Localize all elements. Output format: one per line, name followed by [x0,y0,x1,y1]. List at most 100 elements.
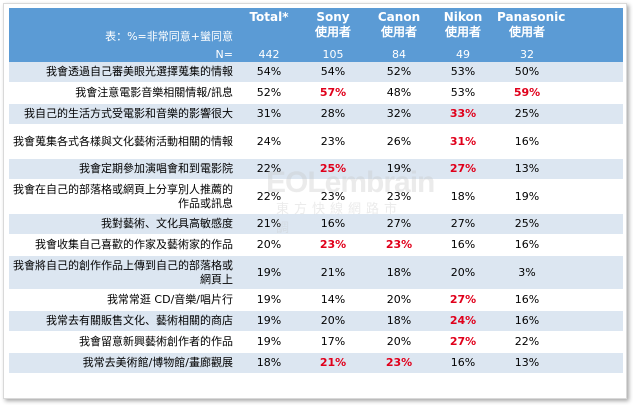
row-value: 16% [431,234,495,256]
table-row: 我會注意電影音樂相關情報/訊息 52% 57% 48% 53% 59% [9,82,623,104]
row-spacer [559,179,623,214]
sample-size-canon: 84 [367,44,431,62]
row-value: 13% [495,352,559,374]
row-value: 25% [299,158,367,180]
row-value: 27% [431,289,495,311]
row-value: 16% [299,213,367,235]
row-value: 16% [495,289,559,311]
row-value: 22% [239,158,299,180]
row-value: 19% [367,158,431,180]
row-value: 28% [299,103,367,125]
row-value: 17% [299,331,367,353]
row-value: 20% [367,289,431,311]
row-value: 14% [299,289,367,311]
row-value: 22% [495,331,559,353]
row-value: 19% [239,255,299,290]
row-label: 我會收集自己喜歡的作家及藝術家的作品 [9,234,239,256]
sample-size-total: 442 [239,44,299,62]
row-value: 16% [431,352,495,374]
row-value: 20% [239,234,299,256]
row-value: 53% [431,62,495,83]
row-label: 我自己的生活方式受電影和音樂的影響很大 [9,103,239,125]
table-frame: 表：%=非常同意+蠻同意 Total* Sony 使用者 Canon 使用者 Nik… [3,3,627,399]
row-spacer [559,158,623,180]
row-value: 13% [495,158,559,180]
row-spacer [559,331,623,353]
row-label: 我常去有關販售文化、藝術相關的商店 [9,310,239,332]
table-row: 我會將自己的創作作品上傳到自己的部落格或網頁上 19% 21% 18% 20% 3% [9,255,623,290]
row-value: 24% [431,310,495,332]
table-row: 我常去有關販售文化、藝術相關的商店 19% 20% 18% 24% 16% [9,310,623,332]
row-value: 23% [299,179,367,214]
row-spacer [559,82,623,104]
table-row: 我會留意新興藝術創作者的作品 19% 17% 20% 27% 22% [9,331,623,353]
row-value: 52% [239,82,299,104]
row-spacer [559,352,623,374]
table-row: 我自己的生活方式受電影和音樂的影響很大 31% 28% 32% 33% 25% [9,103,623,125]
row-value: 48% [367,82,431,104]
table-row: 我會收集自己喜歡的作家及藝術家的作品 20% 23% 23% 16% 16% [9,234,623,256]
row-value: 20% [367,331,431,353]
row-value: 27% [431,331,495,353]
row-value: 22% [239,179,299,214]
row-spacer [559,310,623,332]
sample-size-panasonic: 32 [495,44,559,62]
row-value: 24% [239,124,299,159]
row-value: 19% [239,310,299,332]
row-value: 27% [431,158,495,180]
row-label: 我會注意電影音樂相關情報/訊息 [9,82,239,104]
row-value: 19% [239,289,299,311]
row-label: 我會定期參加演唱會和到電影院 [9,158,239,180]
row-value: 32% [367,103,431,125]
row-value: 21% [299,255,367,290]
row-value: 59% [495,82,559,104]
row-value: 52% [367,62,431,83]
column-header-total: Total* [239,8,299,44]
row-spacer [559,255,623,290]
column-header-panasonic: Panasonic 使用者 [495,8,565,44]
row-spacer [559,62,623,83]
row-value: 27% [431,213,495,235]
row-label: 我對藝術、文化具高敏感度 [9,213,239,235]
row-value: 25% [495,103,559,125]
row-value: 18% [367,255,431,290]
row-value: 16% [495,234,559,256]
row-value: 54% [239,62,299,83]
table-row: 我常常逛 CD/音樂/唱片行 19% 14% 20% 27% 16% [9,289,623,311]
row-value: 54% [299,62,367,83]
row-value: 18% [239,352,299,374]
row-value: 33% [431,103,495,125]
row-value: 26% [367,124,431,159]
header-spacer [559,44,623,62]
row-value: 31% [431,124,495,159]
row-value: 20% [431,255,495,290]
table-row: 我會定期參加演唱會和到電影院 22% 25% 19% 27% 13% [9,158,623,180]
row-value: 25% [495,213,559,235]
row-spacer [559,124,623,159]
row-value: 53% [431,82,495,104]
table-row: 我會在自己的部落格或網頁上分享別人推薦的作品或訊息 22% 23% 23% 18% 19% [9,179,623,214]
row-label: 我會蒐集各式各樣與文化藝術活動相關的情報 [9,124,239,159]
row-label: 我常常逛 CD/音樂/唱片行 [9,289,239,311]
table-row: 我會透過自己審美眼光選擇蒐集的情報 54% 54% 52% 53% 50% [9,62,623,83]
row-value: 23% [367,234,431,256]
question-label: 表：%=非常同意+蠻同意 [9,8,239,44]
sample-size-label: N= [9,44,239,62]
row-value: 16% [495,310,559,332]
row-value: 27% [367,213,431,235]
row-spacer [559,234,623,256]
row-spacer [559,103,623,125]
row-value: 19% [495,179,559,214]
table-body: 我會透過自己審美眼光選擇蒐集的情報 54% 54% 52% 53% 50% 我會注意電影音樂… [9,62,623,374]
column-header-canon: Canon 使用者 [367,8,431,44]
row-value: 3% [495,255,559,290]
column-header-nikon: Nikon 使用者 [431,8,495,44]
row-value: 50% [495,62,559,83]
row-spacer [559,213,623,235]
row-value: 18% [367,310,431,332]
row-value: 16% [495,124,559,159]
row-value: 18% [431,179,495,214]
row-label: 我會留意新興藝術創作者的作品 [9,331,239,353]
sample-size-sony: 105 [299,44,367,62]
row-value: 31% [239,103,299,125]
